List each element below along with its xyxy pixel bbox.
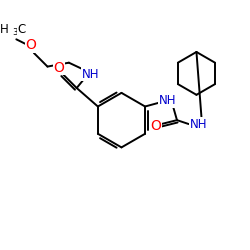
Text: O: O bbox=[150, 119, 161, 133]
Text: NH: NH bbox=[158, 94, 176, 107]
Text: H: H bbox=[0, 23, 8, 36]
Text: O: O bbox=[54, 60, 64, 74]
Text: C: C bbox=[17, 23, 25, 36]
Text: NH: NH bbox=[190, 118, 207, 130]
Text: O: O bbox=[26, 38, 36, 52]
Text: 3: 3 bbox=[12, 28, 18, 37]
Text: NH: NH bbox=[82, 68, 99, 81]
